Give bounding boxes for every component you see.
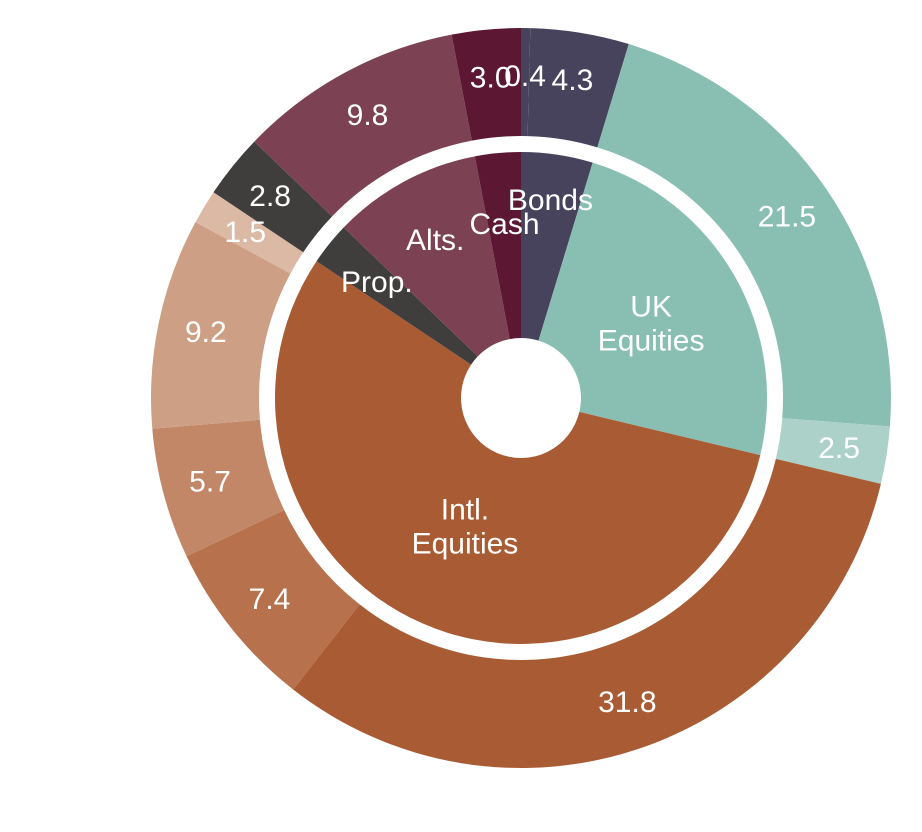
- outer-slice-label-5-line-0: 7.4: [249, 583, 291, 616]
- outer-slice-label-4: 31.8: [598, 686, 656, 719]
- outer-slice-2: [597, 44, 891, 427]
- outer-slice-6: [152, 419, 285, 557]
- outer-slice-0: [521, 28, 531, 137]
- inner-slice-label-5-line-0: Cash: [469, 208, 539, 241]
- inner-slice-4: [343, 156, 510, 357]
- outer-slice-label-1-line-0: 4.3: [552, 64, 594, 97]
- outer-slice-5: [186, 510, 360, 690]
- inner-slice-label-1: UK Equities: [598, 290, 705, 357]
- outer-slice-11: [451, 28, 521, 141]
- outer-slice-4: [293, 458, 881, 768]
- outer-slice-label-0-line-0: 0.4: [504, 60, 546, 93]
- outer-slice-label-9: 2.8: [249, 180, 291, 213]
- inner-slice-0: [521, 152, 593, 341]
- inner-slice-2: [274, 261, 761, 645]
- inner-slice-label-2-line-0: Intl.: [441, 493, 489, 526]
- inner-slice-label-0-line-0: Bonds: [508, 184, 593, 217]
- outer-slice-label-7-line-0: 9.2: [185, 316, 227, 349]
- outer-slice-label-10-line-0: 9.8: [347, 99, 389, 132]
- outer-slice-label-5: 7.4: [249, 583, 291, 616]
- outer-slice-9: [213, 141, 333, 253]
- outer-slice-8: [195, 192, 304, 274]
- slice-labels: 0.4 4.3 21.5 2.5 31.8 7.4 5.7 9.2 1.52.8 9.8 3.0 Bo…: [185, 60, 860, 719]
- outer-slice-label-9-line-0: 2.8: [249, 180, 291, 213]
- inner-slice-label-5: Cash: [469, 208, 539, 241]
- outer-slice-label-8-line-0: 1.5: [224, 216, 266, 249]
- outer-slice-10: [254, 34, 472, 217]
- inner-slice-3: [316, 227, 478, 365]
- outer-slice-label-3-line-0: 2.5: [818, 432, 860, 465]
- outer-slice-label-4-line-0: 31.8: [598, 686, 656, 719]
- outer-slice-label-6-line-0: 5.7: [189, 466, 231, 499]
- outer-slice-label-10: 9.8: [347, 99, 389, 132]
- inner-slice-label-2: Intl. Equities: [412, 493, 519, 560]
- inner-slice-label-2-line-1: Equities: [412, 527, 519, 560]
- outer-slice-label-2-line-0: 21.5: [758, 200, 816, 233]
- inner-slice-label-1-line-1: Equities: [598, 324, 705, 357]
- outer-slice-label-7: 9.2: [185, 316, 227, 349]
- inner-slice-label-1-line-0: UK: [630, 290, 672, 323]
- inner-slice-label-3-line-0: Prop.: [341, 266, 413, 299]
- inner-slice-5: [474, 152, 521, 340]
- outer-slice-label-0: 0.4: [504, 60, 546, 93]
- outer-slice-label-3: 2.5: [818, 432, 860, 465]
- outer-slice-label-8: 1.5: [224, 216, 266, 249]
- outer-slice-label-1: 4.3: [552, 64, 594, 97]
- outer-ring: [151, 28, 891, 768]
- inner-slice-1: [538, 162, 767, 456]
- inner-slice-label-0: Bonds: [508, 184, 593, 217]
- inner-slice-label-4-line-0: Alts.: [406, 224, 464, 257]
- inner-ring: [274, 152, 767, 645]
- outer-slice-label-6: 5.7: [189, 466, 231, 499]
- outer-slice-7: [151, 222, 291, 429]
- outer-slice-label-11-line-0: 3.0: [470, 61, 512, 94]
- outer-slice-1: [527, 28, 629, 148]
- outer-slice-label-11: 3.0: [470, 61, 512, 94]
- inner-slice-label-4: Alts.: [406, 224, 464, 257]
- outer-slice-label-2: 21.5: [758, 200, 816, 233]
- outer-slice-3: [775, 418, 890, 484]
- inner-slice-label-3: Prop.: [341, 266, 413, 299]
